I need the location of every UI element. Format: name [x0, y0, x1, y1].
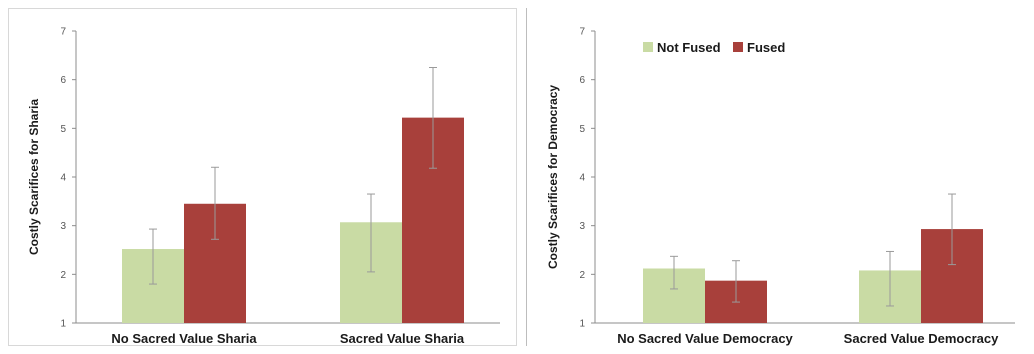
chart-panel-democracy: 1 2 3 4 5 6 7 Costly Scarifices for Democracy No… — [517, 0, 1034, 349]
y-tick-label: 7 — [60, 27, 66, 38]
legend-swatch — [733, 42, 743, 52]
y-axis-label: Costly Scarifices for Democracy — [546, 85, 560, 269]
y-tick-label: 2 — [579, 270, 585, 281]
chart-panel-sharia: 1 2 3 4 5 6 7 Costly Scarifices for Sharia No Sa… — [0, 0, 517, 349]
x-category-label: Sacred Value Democracy — [844, 331, 999, 346]
y-tick-label: 4 — [579, 173, 585, 184]
legend-swatch — [643, 42, 653, 52]
y-tick-label: 5 — [579, 124, 585, 135]
x-category-label: No Sacred Value Sharia — [111, 331, 257, 346]
legend-label: Not Fused — [657, 40, 721, 55]
chart-democracy: 1 2 3 4 5 6 7 Costly Scarifices for Democracy No… — [546, 27, 1015, 346]
y-tick-label: 4 — [60, 173, 66, 184]
y-tick-label: 5 — [60, 124, 66, 135]
x-category-label: Sacred Value Sharia — [340, 331, 465, 346]
y-tick-label: 7 — [579, 27, 585, 38]
figure-frame — [8, 8, 517, 346]
y-tick-label: 2 — [60, 270, 66, 281]
y-tick-label: 3 — [579, 221, 585, 232]
panel-divider — [526, 8, 527, 346]
y-tick-label: 3 — [60, 221, 66, 232]
y-tick-label: 1 — [579, 319, 585, 330]
y-tick-label: 6 — [60, 75, 66, 86]
legend-label: Fused — [747, 40, 785, 55]
y-tick-label: 1 — [60, 319, 66, 330]
x-category-label: No Sacred Value Democracy — [617, 331, 793, 346]
y-axis-label: Costly Scarifices for Sharia — [27, 99, 41, 255]
chart-sharia: 1 2 3 4 5 6 7 Costly Scarifices for Sharia No Sa… — [27, 27, 500, 346]
y-tick-label: 6 — [579, 75, 585, 86]
